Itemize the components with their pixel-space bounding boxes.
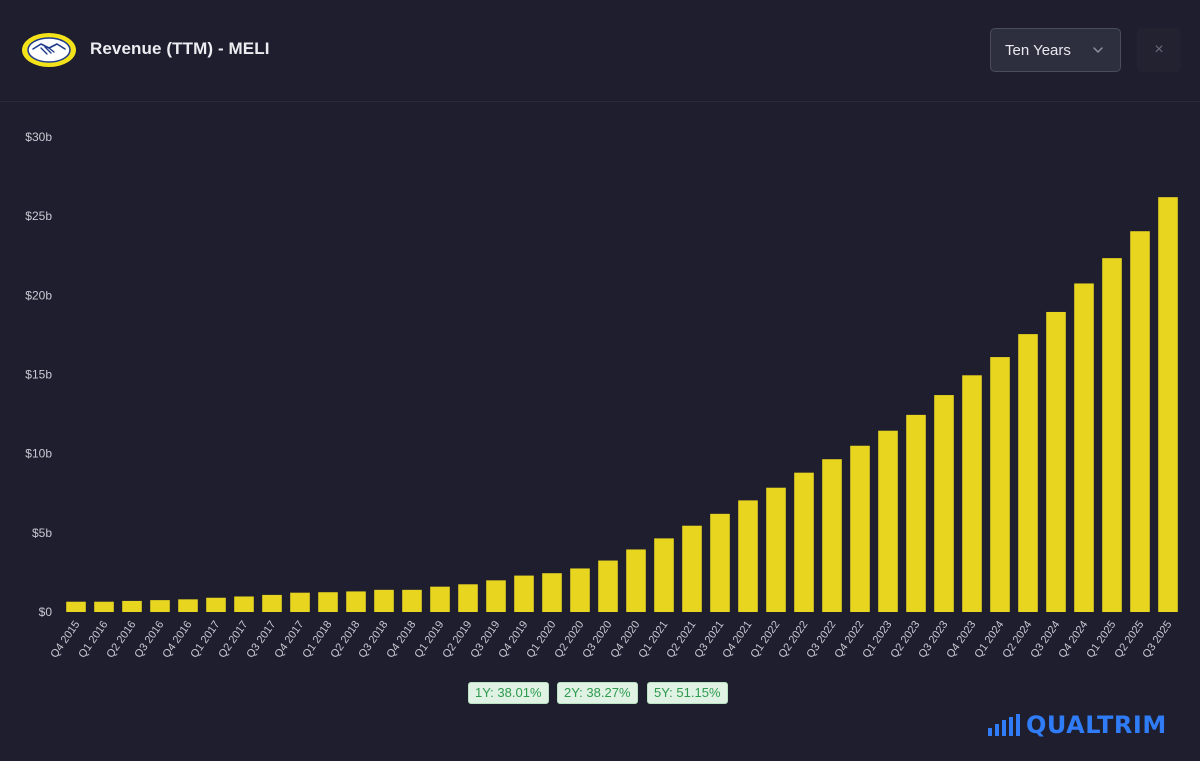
bar[interactable]: [934, 395, 954, 612]
y-tick-label: $10b: [25, 447, 52, 461]
bar[interactable]: [598, 560, 618, 612]
bar[interactable]: [178, 599, 198, 612]
close-icon: ×: [1154, 41, 1164, 58]
time-range-select[interactable]: Ten Years: [990, 28, 1121, 72]
bar[interactable]: [542, 573, 562, 612]
bar[interactable]: [94, 601, 114, 612]
chart-header: Revenue (TTM) - MELI Ten Years ×: [0, 0, 1200, 102]
bar[interactable]: [906, 414, 926, 613]
bar[interactable]: [1074, 283, 1094, 612]
chart-title: Revenue (TTM) - MELI: [90, 39, 270, 58]
bar[interactable]: [150, 600, 170, 613]
bar[interactable]: [710, 513, 730, 612]
growth-badge-1y: 1Y: 38.01%: [468, 682, 549, 704]
bar[interactable]: [962, 375, 982, 612]
bar[interactable]: [766, 487, 786, 612]
y-tick-label: $0: [39, 605, 53, 619]
bar[interactable]: [654, 538, 674, 613]
bar[interactable]: [850, 445, 870, 612]
growth-badge-5y: 5Y: 51.15%: [647, 682, 728, 704]
bar[interactable]: [262, 594, 282, 612]
bar[interactable]: [990, 357, 1010, 612]
chevron-down-icon: [1093, 47, 1103, 53]
bar[interactable]: [374, 589, 394, 612]
y-tick-label: $15b: [25, 368, 52, 382]
bar[interactable]: [402, 589, 422, 612]
bar[interactable]: [878, 430, 898, 612]
handshake-logo-icon: [22, 33, 76, 67]
bar[interactable]: [822, 459, 842, 612]
bar[interactable]: [66, 601, 86, 612]
bar[interactable]: [738, 500, 758, 613]
y-tick-label: $20b: [25, 288, 52, 302]
bar[interactable]: [234, 596, 254, 612]
bars: [66, 197, 1178, 613]
bar[interactable]: [1046, 311, 1066, 612]
bar[interactable]: [430, 586, 450, 612]
bar[interactable]: [346, 591, 366, 612]
y-tick-label: $30b: [25, 130, 52, 144]
bar[interactable]: [206, 597, 226, 612]
brand-logo: QUALTRIM: [988, 710, 1167, 740]
bar[interactable]: [682, 525, 702, 612]
time-range-value: Ten Years: [1005, 41, 1071, 59]
bar[interactable]: [1102, 258, 1122, 613]
x-tick-label: Q3 2025: [1140, 619, 1174, 660]
y-axis: $0 $5b $10b $15b $20b $25b $30b: [25, 130, 52, 619]
bar[interactable]: [570, 568, 590, 612]
bar[interactable]: [122, 600, 142, 612]
brand-name: QUALTRIM: [1026, 711, 1167, 739]
bar[interactable]: [1158, 197, 1178, 613]
y-tick-label: $25b: [25, 209, 52, 223]
bar[interactable]: [794, 472, 814, 612]
bar[interactable]: [514, 575, 534, 612]
growth-badge-2y: 2Y: 38.27%: [557, 682, 638, 704]
bar[interactable]: [1130, 231, 1150, 612]
bar-chart-icon: [988, 714, 1020, 736]
y-tick-label: $5b: [32, 526, 52, 540]
bar[interactable]: [626, 549, 646, 612]
bar[interactable]: [458, 584, 478, 612]
bar[interactable]: [1018, 334, 1038, 612]
bar[interactable]: [486, 580, 506, 612]
bar[interactable]: [290, 592, 310, 612]
bar[interactable]: [318, 592, 338, 612]
close-button[interactable]: ×: [1137, 28, 1181, 72]
